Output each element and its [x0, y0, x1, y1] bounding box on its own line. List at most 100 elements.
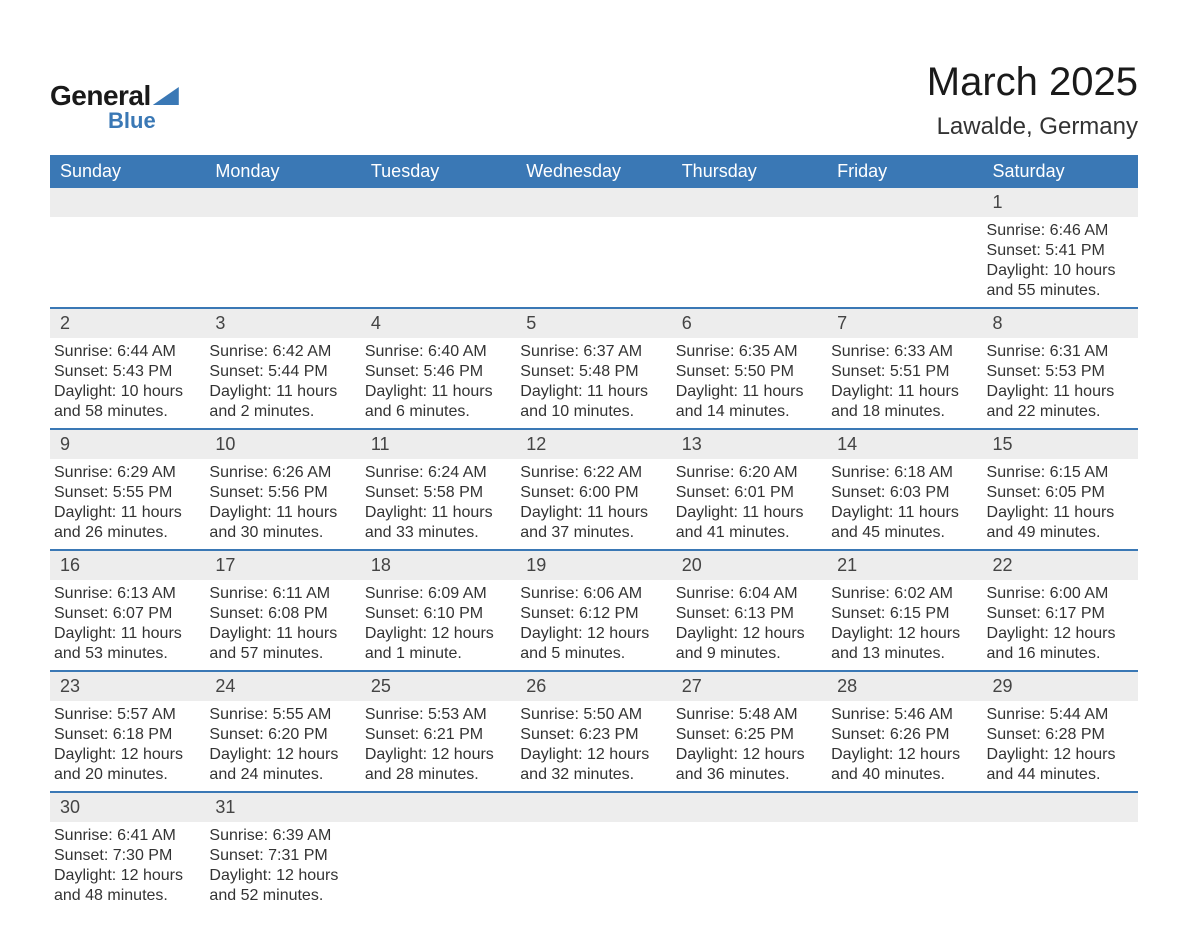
sunrise-text: Sunrise: 5:57 AM	[54, 705, 205, 725]
sunset-text: Sunset: 5:53 PM	[987, 362, 1138, 382]
sunset-text: Sunset: 6:13 PM	[676, 604, 827, 624]
day-content	[205, 217, 360, 307]
sunset-text: Sunset: 5:58 PM	[365, 483, 516, 503]
calendar-cell: 13Sunrise: 6:20 AMSunset: 6:01 PMDayligh…	[672, 429, 827, 550]
calendar-cell: 21Sunrise: 6:02 AMSunset: 6:15 PMDayligh…	[827, 550, 982, 671]
daylight-text-line2: and 10 minutes.	[520, 402, 671, 422]
day-number: 12	[516, 430, 671, 459]
daylight-text-line1: Daylight: 10 hours	[54, 382, 205, 402]
day-number	[361, 793, 516, 822]
daylight-text-line1: Daylight: 11 hours	[54, 503, 205, 523]
day-content	[672, 217, 827, 307]
sunrise-text: Sunrise: 6:20 AM	[676, 463, 827, 483]
day-number: 28	[827, 672, 982, 701]
day-content: Sunrise: 6:29 AMSunset: 5:55 PMDaylight:…	[50, 459, 205, 549]
daylight-text-line2: and 20 minutes.	[54, 765, 205, 785]
daylight-text-line1: Daylight: 10 hours	[987, 261, 1138, 281]
calendar-row: 30Sunrise: 6:41 AMSunset: 7:30 PMDayligh…	[50, 792, 1138, 912]
day-number: 5	[516, 309, 671, 338]
sunset-text: Sunset: 6:07 PM	[54, 604, 205, 624]
sunrise-text: Sunrise: 6:40 AM	[365, 342, 516, 362]
sunrise-text: Sunrise: 6:33 AM	[831, 342, 982, 362]
daylight-text-line2: and 9 minutes.	[676, 644, 827, 664]
calendar-cell: 5 Sunrise: 6:37 AMSunset: 5:48 PMDaylight…	[516, 308, 671, 429]
day-content: Sunrise: 5:50 AMSunset: 6:23 PMDaylight:…	[516, 701, 671, 791]
day-number: 26	[516, 672, 671, 701]
sunrise-text: Sunrise: 6:41 AM	[54, 826, 205, 846]
calendar-cell: 9Sunrise: 6:29 AMSunset: 5:55 PMDaylight…	[50, 429, 205, 550]
daylight-text-line2: and 37 minutes.	[520, 523, 671, 543]
day-number: 15	[983, 430, 1138, 459]
day-number: 14	[827, 430, 982, 459]
day-number	[672, 188, 827, 217]
daylight-text-line2: and 33 minutes.	[365, 523, 516, 543]
day-content	[361, 217, 516, 307]
sunset-text: Sunset: 6:15 PM	[831, 604, 982, 624]
daylight-text-line1: Daylight: 11 hours	[520, 382, 671, 402]
sunset-text: Sunset: 5:44 PM	[209, 362, 360, 382]
daylight-text-line1: Daylight: 12 hours	[987, 745, 1138, 765]
daylight-text-line2: and 28 minutes.	[365, 765, 516, 785]
sunset-text: Sunset: 6:10 PM	[365, 604, 516, 624]
day-content: Sunrise: 5:53 AMSunset: 6:21 PMDaylight:…	[361, 701, 516, 791]
daylight-text-line1: Daylight: 12 hours	[365, 745, 516, 765]
daylight-text-line1: Daylight: 11 hours	[831, 503, 982, 523]
daylight-text-line1: Daylight: 11 hours	[987, 503, 1138, 523]
sunset-text: Sunset: 5:50 PM	[676, 362, 827, 382]
calendar-cell: 1Sunrise: 6:46 AMSunset: 5:41 PMDaylight…	[983, 188, 1138, 308]
daylight-text-line2: and 24 minutes.	[209, 765, 360, 785]
sunset-text: Sunset: 5:56 PM	[209, 483, 360, 503]
daylight-text-line1: Daylight: 11 hours	[209, 382, 360, 402]
day-number: 23	[50, 672, 205, 701]
sunset-text: Sunset: 6:12 PM	[520, 604, 671, 624]
calendar-cell	[672, 188, 827, 308]
day-content: Sunrise: 6:46 AMSunset: 5:41 PMDaylight:…	[983, 217, 1138, 307]
calendar-cell: 22Sunrise: 6:00 AMSunset: 6:17 PMDayligh…	[983, 550, 1138, 671]
sunrise-text: Sunrise: 6:37 AM	[520, 342, 671, 362]
weekday-header: Monday	[205, 155, 360, 188]
day-content: Sunrise: 6:35 AMSunset: 5:50 PMDaylight:…	[672, 338, 827, 428]
sunrise-text: Sunrise: 6:04 AM	[676, 584, 827, 604]
calendar-cell	[827, 188, 982, 308]
calendar-row: 23Sunrise: 5:57 AMSunset: 6:18 PMDayligh…	[50, 671, 1138, 792]
calendar-cell: 2Sunrise: 6:44 AMSunset: 5:43 PMDaylight…	[50, 308, 205, 429]
daylight-text-line2: and 13 minutes.	[831, 644, 982, 664]
sunrise-text: Sunrise: 5:46 AM	[831, 705, 982, 725]
calendar-cell: 15Sunrise: 6:15 AMSunset: 6:05 PMDayligh…	[983, 429, 1138, 550]
logo: General Blue	[50, 80, 179, 134]
sunset-text: Sunset: 6:21 PM	[365, 725, 516, 745]
daylight-text-line1: Daylight: 12 hours	[987, 624, 1138, 644]
daylight-text-line1: Daylight: 11 hours	[365, 382, 516, 402]
day-number: 16	[50, 551, 205, 580]
sunset-text: Sunset: 6:17 PM	[987, 604, 1138, 624]
calendar-row: 2Sunrise: 6:44 AMSunset: 5:43 PMDaylight…	[50, 308, 1138, 429]
sunset-text: Sunset: 5:48 PM	[520, 362, 671, 382]
daylight-text-line2: and 45 minutes.	[831, 523, 982, 543]
daylight-text-line2: and 55 minutes.	[987, 281, 1138, 301]
calendar-cell	[983, 792, 1138, 912]
calendar-cell: 16Sunrise: 6:13 AMSunset: 6:07 PMDayligh…	[50, 550, 205, 671]
day-number: 31	[205, 793, 360, 822]
calendar-cell: 28Sunrise: 5:46 AMSunset: 6:26 PMDayligh…	[827, 671, 982, 792]
daylight-text-line2: and 26 minutes.	[54, 523, 205, 543]
day-number: 30	[50, 793, 205, 822]
sunset-text: Sunset: 6:05 PM	[987, 483, 1138, 503]
weekday-header: Wednesday	[516, 155, 671, 188]
sunset-text: Sunset: 6:00 PM	[520, 483, 671, 503]
daylight-text-line2: and 22 minutes.	[987, 402, 1138, 422]
day-number: 7	[827, 309, 982, 338]
day-number: 18	[361, 551, 516, 580]
calendar-cell: 6Sunrise: 6:35 AMSunset: 5:50 PMDaylight…	[672, 308, 827, 429]
daylight-text-line1: Daylight: 11 hours	[676, 382, 827, 402]
sunrise-text: Sunrise: 5:55 AM	[209, 705, 360, 725]
day-number: 4	[361, 309, 516, 338]
sunrise-text: Sunrise: 6:44 AM	[54, 342, 205, 362]
logo-blue-text: Blue	[108, 108, 156, 134]
daylight-text-line2: and 36 minutes.	[676, 765, 827, 785]
calendar-cell	[516, 792, 671, 912]
weekday-header: Tuesday	[361, 155, 516, 188]
sunrise-text: Sunrise: 6:00 AM	[987, 584, 1138, 604]
daylight-text-line1: Daylight: 11 hours	[209, 503, 360, 523]
sunset-text: Sunset: 6:20 PM	[209, 725, 360, 745]
sunrise-text: Sunrise: 6:26 AM	[209, 463, 360, 483]
